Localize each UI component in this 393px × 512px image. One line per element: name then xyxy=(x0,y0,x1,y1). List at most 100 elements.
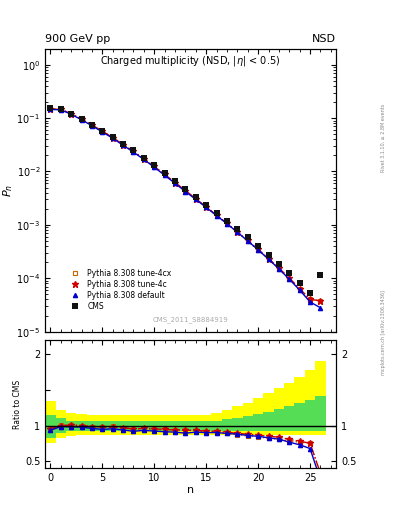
Pythia 8.308 tune-4cx xyxy=(90,122,94,128)
Pythia 8.308 tune-4cx xyxy=(79,116,84,122)
Line: Pythia 8.308 default: Pythia 8.308 default xyxy=(48,108,323,310)
Pythia 8.308 tune-4cx xyxy=(308,296,312,303)
Pythia 8.308 tune-4cx xyxy=(204,204,209,210)
Y-axis label: Ratio to CMS: Ratio to CMS xyxy=(13,379,22,429)
Pythia 8.308 default xyxy=(59,106,63,113)
Pythia 8.308 tune-4cx xyxy=(318,297,323,304)
Pythia 8.308 default xyxy=(90,123,94,129)
Pythia 8.308 tune-4cx xyxy=(59,106,63,113)
CMS xyxy=(225,218,230,224)
CMS xyxy=(193,194,198,200)
Pythia 8.308 tune-4cx xyxy=(110,134,115,140)
Pythia 8.308 tune-4c xyxy=(152,163,156,169)
Pythia 8.308 tune-4c xyxy=(48,106,53,112)
CMS xyxy=(214,210,219,216)
Pythia 8.308 tune-4c xyxy=(308,296,312,303)
Pythia 8.308 tune-4cx xyxy=(121,141,125,147)
Line: Pythia 8.308 tune-4cx: Pythia 8.308 tune-4cx xyxy=(48,106,323,303)
Y-axis label: $P_n$: $P_n$ xyxy=(1,184,15,197)
Pythia 8.308 default xyxy=(141,156,146,162)
Pythia 8.308 tune-4c xyxy=(256,246,261,252)
Pythia 8.308 default xyxy=(183,188,188,195)
Pythia 8.308 tune-4cx xyxy=(100,128,105,134)
Pythia 8.308 tune-4c xyxy=(287,275,292,281)
CMS xyxy=(110,134,115,140)
Pythia 8.308 tune-4c xyxy=(173,180,177,186)
Pythia 8.308 tune-4cx xyxy=(69,111,73,117)
Pythia 8.308 tune-4cx xyxy=(152,164,156,170)
Line: Pythia 8.308 tune-4c: Pythia 8.308 tune-4c xyxy=(47,106,323,304)
Pythia 8.308 tune-4c xyxy=(245,238,250,244)
Pythia 8.308 default xyxy=(277,266,281,272)
CMS xyxy=(121,141,125,147)
Pythia 8.308 tune-4c xyxy=(162,172,167,178)
Pythia 8.308 default xyxy=(204,204,209,210)
Pythia 8.308 default xyxy=(110,135,115,141)
Pythia 8.308 tune-4cx xyxy=(131,148,136,155)
Pythia 8.308 tune-4c xyxy=(277,265,281,271)
Text: mcplots.cern.ch [arXiv:1306.3436]: mcplots.cern.ch [arXiv:1306.3436] xyxy=(381,290,386,375)
CMS xyxy=(297,280,302,286)
CMS xyxy=(266,252,271,258)
Pythia 8.308 tune-4c xyxy=(266,255,271,262)
Pythia 8.308 tune-4cx xyxy=(225,221,230,227)
Pythia 8.308 tune-4cx xyxy=(183,187,188,194)
Legend: Pythia 8.308 tune-4cx, Pythia 8.308 tune-4c, Pythia 8.308 default, CMS: Pythia 8.308 tune-4cx, Pythia 8.308 tune… xyxy=(64,266,174,314)
CMS xyxy=(173,178,177,184)
Pythia 8.308 default xyxy=(308,299,312,305)
CMS xyxy=(277,261,281,267)
Pythia 8.308 default xyxy=(287,276,292,282)
Pythia 8.308 tune-4cx xyxy=(287,275,292,282)
CMS xyxy=(183,186,188,192)
Pythia 8.308 default xyxy=(225,221,230,227)
Pythia 8.308 tune-4cx xyxy=(193,196,198,202)
Pythia 8.308 tune-4c xyxy=(318,297,323,304)
Pythia 8.308 default xyxy=(48,106,53,113)
Pythia 8.308 tune-4c xyxy=(204,204,209,210)
Pythia 8.308 tune-4c xyxy=(225,220,230,226)
Text: NSD: NSD xyxy=(312,33,336,44)
CMS xyxy=(245,234,250,241)
Pythia 8.308 default xyxy=(235,229,240,235)
CMS xyxy=(204,202,209,208)
Pythia 8.308 tune-4c xyxy=(193,196,198,202)
CMS xyxy=(100,127,105,134)
Pythia 8.308 tune-4cx xyxy=(48,105,53,112)
CMS xyxy=(141,155,146,161)
Pythia 8.308 default xyxy=(318,305,323,311)
CMS xyxy=(287,270,292,276)
Text: CMS_2011_S8884919: CMS_2011_S8884919 xyxy=(153,316,228,323)
Pythia 8.308 tune-4c xyxy=(235,229,240,235)
Pythia 8.308 default xyxy=(266,256,271,262)
Pythia 8.308 tune-4c xyxy=(214,212,219,218)
Pythia 8.308 default xyxy=(256,247,261,253)
Pythia 8.308 tune-4cx xyxy=(256,247,261,253)
Pythia 8.308 tune-4c xyxy=(69,111,73,117)
Text: Rivet 3.1.10, ≥ 2.8M events: Rivet 3.1.10, ≥ 2.8M events xyxy=(381,104,386,173)
Pythia 8.308 tune-4c xyxy=(121,141,125,147)
Pythia 8.308 tune-4cx xyxy=(235,229,240,236)
CMS xyxy=(152,162,156,168)
CMS xyxy=(256,243,261,249)
X-axis label: n: n xyxy=(187,485,194,495)
Pythia 8.308 default xyxy=(214,212,219,219)
Pythia 8.308 default xyxy=(193,196,198,202)
CMS xyxy=(90,122,94,128)
CMS xyxy=(162,170,167,176)
Pythia 8.308 default xyxy=(69,111,73,117)
Pythia 8.308 tune-4cx xyxy=(141,156,146,162)
Pythia 8.308 tune-4c xyxy=(59,106,63,113)
Pythia 8.308 default xyxy=(79,117,84,123)
Pythia 8.308 tune-4c xyxy=(183,187,188,194)
CMS xyxy=(79,116,84,122)
Pythia 8.308 default xyxy=(173,180,177,186)
Pythia 8.308 tune-4c xyxy=(100,128,105,134)
Pythia 8.308 default xyxy=(297,287,302,293)
Pythia 8.308 default xyxy=(100,129,105,135)
Pythia 8.308 tune-4c xyxy=(131,148,136,155)
Pythia 8.308 default xyxy=(152,164,156,170)
CMS xyxy=(59,106,63,113)
CMS xyxy=(235,226,240,232)
Pythia 8.308 tune-4cx xyxy=(245,238,250,244)
Pythia 8.308 tune-4cx xyxy=(162,172,167,178)
